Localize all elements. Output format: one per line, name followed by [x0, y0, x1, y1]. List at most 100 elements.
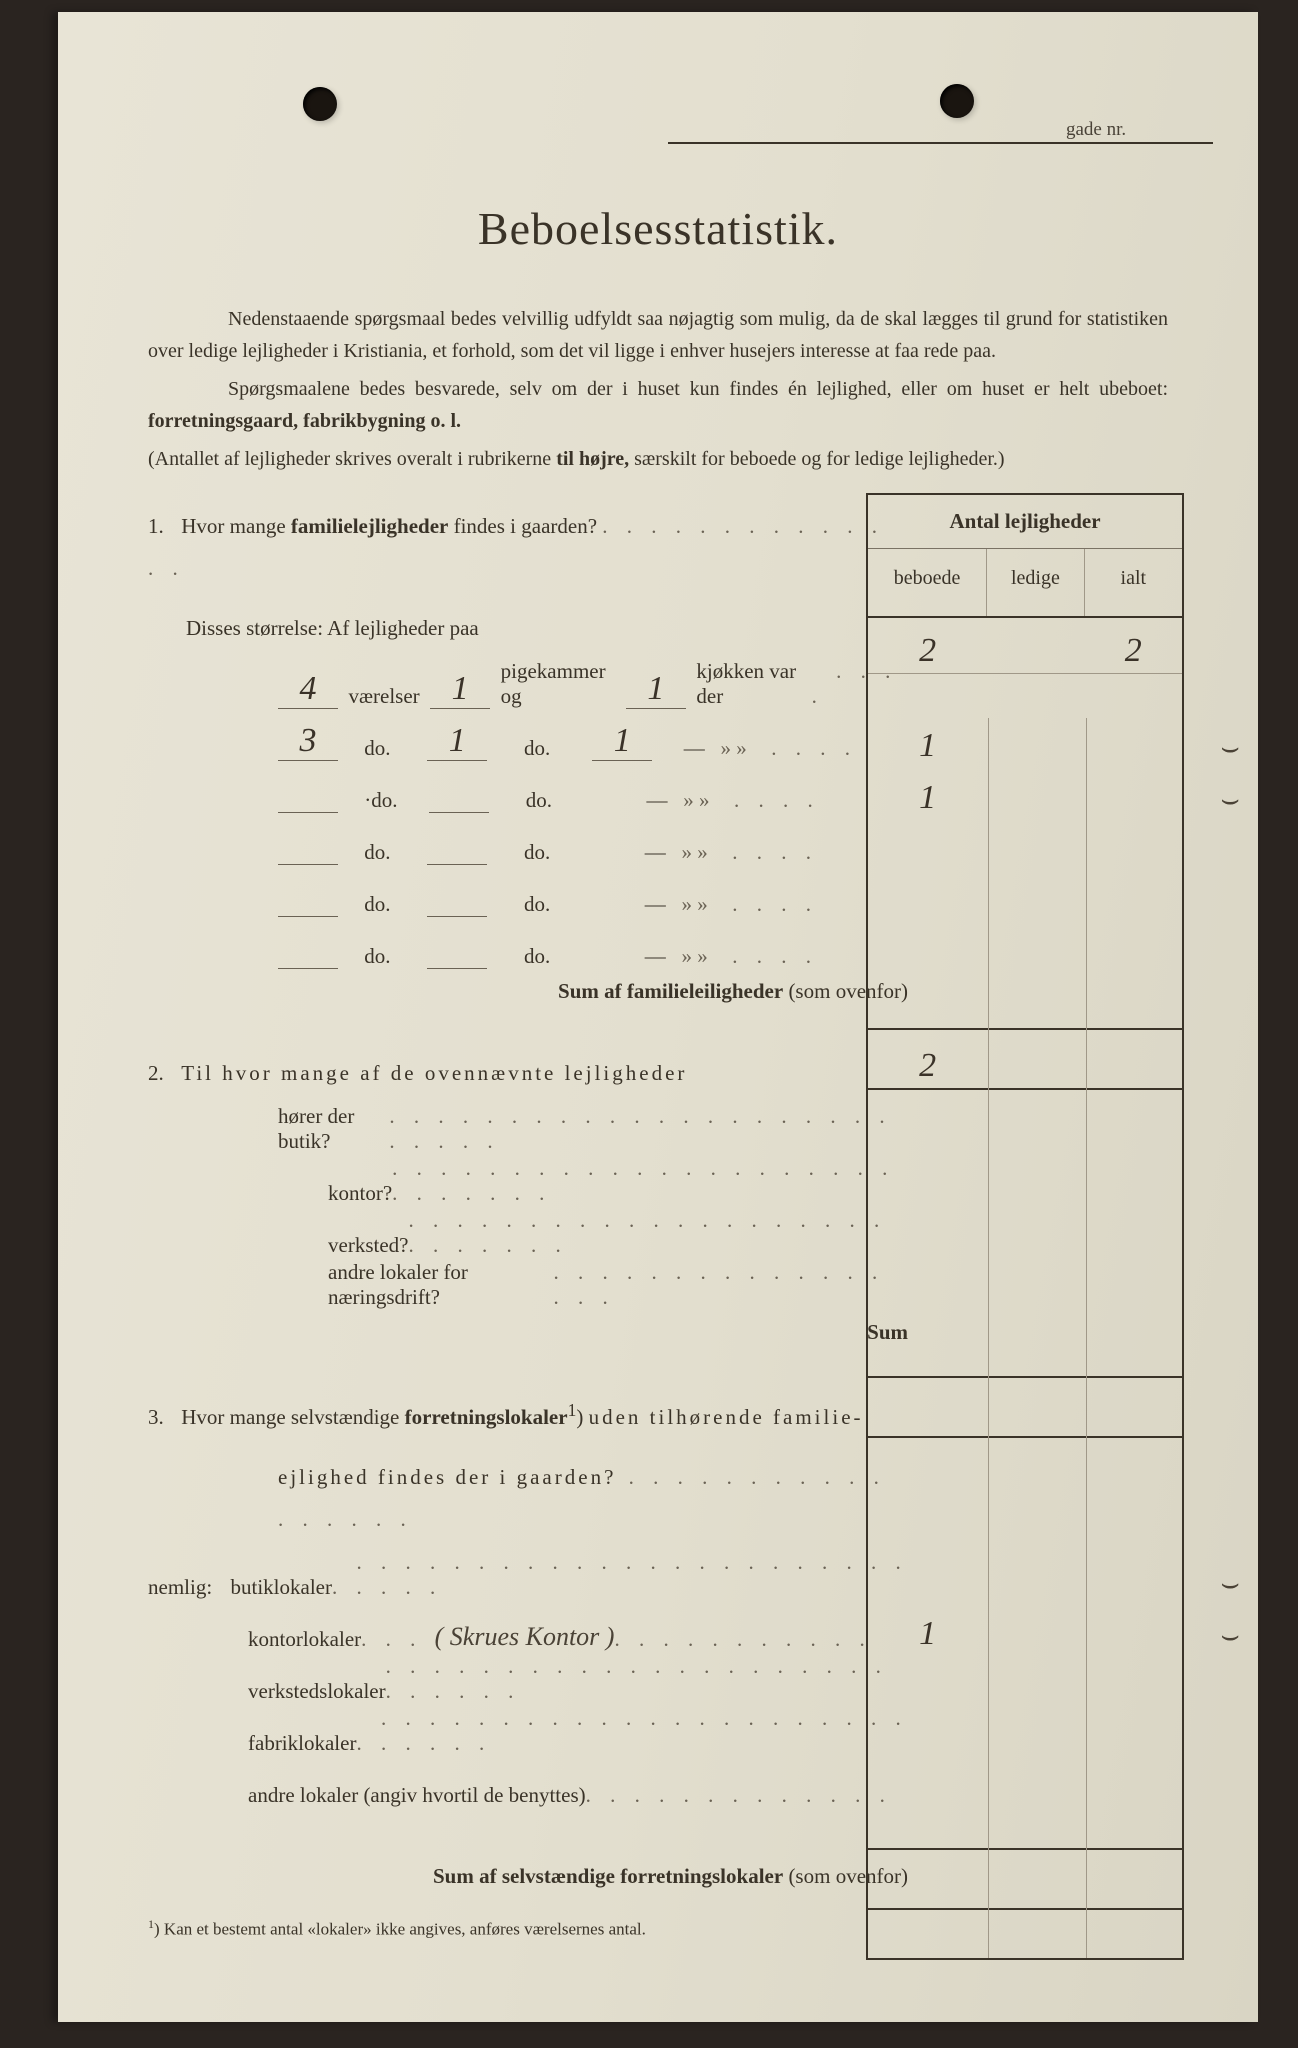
q1-total-b: 2 [868, 632, 987, 670]
do: do. [364, 736, 390, 761]
sep [868, 1436, 1182, 1438]
q1-line-3: do. do. — » » . . . . [148, 813, 908, 865]
p [427, 839, 487, 865]
q1-row-1: 1 ⌣ [868, 765, 1182, 817]
do: do. [524, 892, 550, 917]
vline-1 [988, 718, 989, 1958]
col-header-ialt: ialt [1085, 549, 1182, 616]
dots: . . . . . . . . . . . . . . . . . . . . … [386, 1654, 908, 1704]
footnote-ref: 1 [568, 1400, 577, 1420]
q3-row-4 [868, 1757, 1182, 1809]
sum-a: Sum af selvstændige forretningslokaler [433, 1864, 783, 1888]
k: 1 [592, 722, 652, 761]
table-header-cols: beboede ledige ialt [868, 549, 1182, 618]
label: butiklokaler [231, 1575, 332, 1600]
dash: — [645, 944, 666, 969]
intro-text-2a: Spørgsmaalene bedes besvarede, selv om d… [228, 378, 1168, 400]
q1-row-0: 1 ⌣ [868, 713, 1182, 765]
punch-hole-left [303, 87, 337, 121]
ditto: » » [682, 892, 708, 917]
dots: . . . . . . . . . . . . . . . . . . . . … [356, 1706, 908, 1756]
dots: . . . . . . . . . . . . . . . . . . . . … [408, 1208, 908, 1258]
tick-mark: ⌣ [1220, 1567, 1240, 1601]
table-body: 2 2 1 ⌣ 1 ⌣ [868, 618, 1182, 1958]
do: ·do. [364, 788, 397, 813]
q1-a: Hvor mange [181, 514, 291, 538]
k: 1 [626, 670, 686, 709]
intro-paragraph-1: Nedenstaaende spørgsmaal bedes velvillig… [148, 303, 1168, 367]
q1-c: findes i gaarden? [448, 514, 597, 538]
q1-row-3 [868, 869, 1182, 921]
q3-row-0: ⌣ [868, 1549, 1182, 1601]
intro-paragraph-2: Spørgsmaalene bedes besvarede, selv om d… [148, 373, 1168, 437]
q3-c: uden tilhørende familie- [589, 1405, 864, 1429]
do: do. [524, 840, 550, 865]
intro-text-3b: til højre, [556, 448, 629, 470]
dots: . . . . [708, 892, 818, 917]
v [278, 787, 338, 813]
gap [868, 1441, 1182, 1477]
label: verksted? [328, 1233, 408, 1258]
q2-item-1: kontor? . . . . . . . . . . . . . . . . … [148, 1154, 908, 1206]
intro-text-1: Nedenstaaende spørgsmaal bedes velvillig… [148, 308, 1168, 362]
p: 1 [430, 670, 490, 709]
dash: — [645, 840, 666, 865]
do: do. [524, 944, 550, 969]
q3-item-1: kontorlokaler . . . ( Skrues Kontor ) . … [148, 1600, 908, 1652]
pig-label: pigekammer og [501, 659, 616, 709]
label: verkstedslokaler [248, 1679, 386, 1704]
dash: — [647, 788, 668, 813]
gap [868, 1129, 1182, 1165]
dots: . . . . [708, 840, 818, 865]
q3-item-4: andre lokaler (angiv hvortil de benyttes… [148, 1756, 908, 1808]
vline-2 [1086, 718, 1087, 1958]
q1-b: familielejligheder [291, 514, 448, 538]
q1-num: 1. [148, 505, 176, 547]
page-title: Beboelsesstatistik. [148, 202, 1168, 255]
q3-line: 3. Hvor mange selvstændige forretningslo… [148, 1393, 908, 1438]
content-area: Antal lejligheder beboede ledige ialt 2 … [148, 505, 1168, 1940]
q2-sum-row [868, 1381, 1182, 1433]
dots: . . . . . . . . . . . . . . . . . . . . … [392, 1156, 908, 1206]
tick-mark: ⌣ [1220, 1619, 1240, 1653]
q3-row-2 [868, 1653, 1182, 1705]
q1-line-2: ·do. do. — » » . . . . [148, 761, 908, 813]
tick-mark: ⌣ [1220, 783, 1240, 817]
v [278, 839, 338, 865]
q2-line: 2. Til hvor mange af de ovennævnte lejli… [148, 1052, 908, 1094]
intro-text-2b: forretningsgaard, fabrikbygning o. l. [148, 410, 461, 432]
q1-line-4: do. do. — » » . . . . [148, 865, 908, 917]
document-page: gade nr. Beboelsesstatistik. Nedenstaaen… [58, 12, 1258, 2022]
q3-b: forretningslokaler [405, 1405, 568, 1429]
p [427, 891, 487, 917]
sep [868, 673, 1182, 674]
q1-line-5: do. do. — » » . . . . [148, 917, 908, 969]
ditto: » » [682, 944, 708, 969]
gade-label: gade nr. [1066, 119, 1126, 141]
gap [868, 1513, 1182, 1549]
cell-b: 1 [868, 1615, 987, 1653]
v [278, 943, 338, 969]
dots: . . . . [747, 736, 857, 761]
ditto: » » [682, 840, 708, 865]
label: andre lokaler for næringsdrift? [328, 1260, 554, 1310]
q2-item-3: andre lokaler for næringsdrift? . . . . … [148, 1258, 908, 1310]
q2-row-2 [868, 1269, 1182, 1321]
intro-text-3a: (Antallet af lejligheder skrives overalt… [148, 448, 556, 470]
q2-row-0 [868, 1165, 1182, 1217]
q3-row-1: 1 ⌣ [868, 1601, 1182, 1653]
q3-line-2: ejlighed findes der i gaarden? . . . . .… [148, 1456, 908, 1540]
sep [868, 1028, 1182, 1030]
q3-sum-row [868, 1853, 1182, 1905]
sep [868, 1376, 1182, 1378]
q2-item-2: verksted? . . . . . . . . . . . . . . . … [148, 1206, 908, 1258]
q2-num: 2. [148, 1052, 176, 1094]
q3-item-2: verkstedslokaler . . . . . . . . . . . .… [148, 1652, 908, 1704]
q3-num: 3. [148, 1396, 176, 1438]
dots: . . . . . . . . . . . . . . . . . . . . … [332, 1550, 908, 1600]
footnote: 1) Kan et bestemt antal «lokaler» ikke a… [148, 1917, 908, 1940]
do: do. [526, 788, 552, 813]
q1-sum-label: Sum af familieleiligheder (som ovenfor) [148, 979, 908, 1004]
q1-line-1: 3 do. 1 do. 1 — » » . . . . [148, 709, 908, 761]
p [429, 787, 489, 813]
